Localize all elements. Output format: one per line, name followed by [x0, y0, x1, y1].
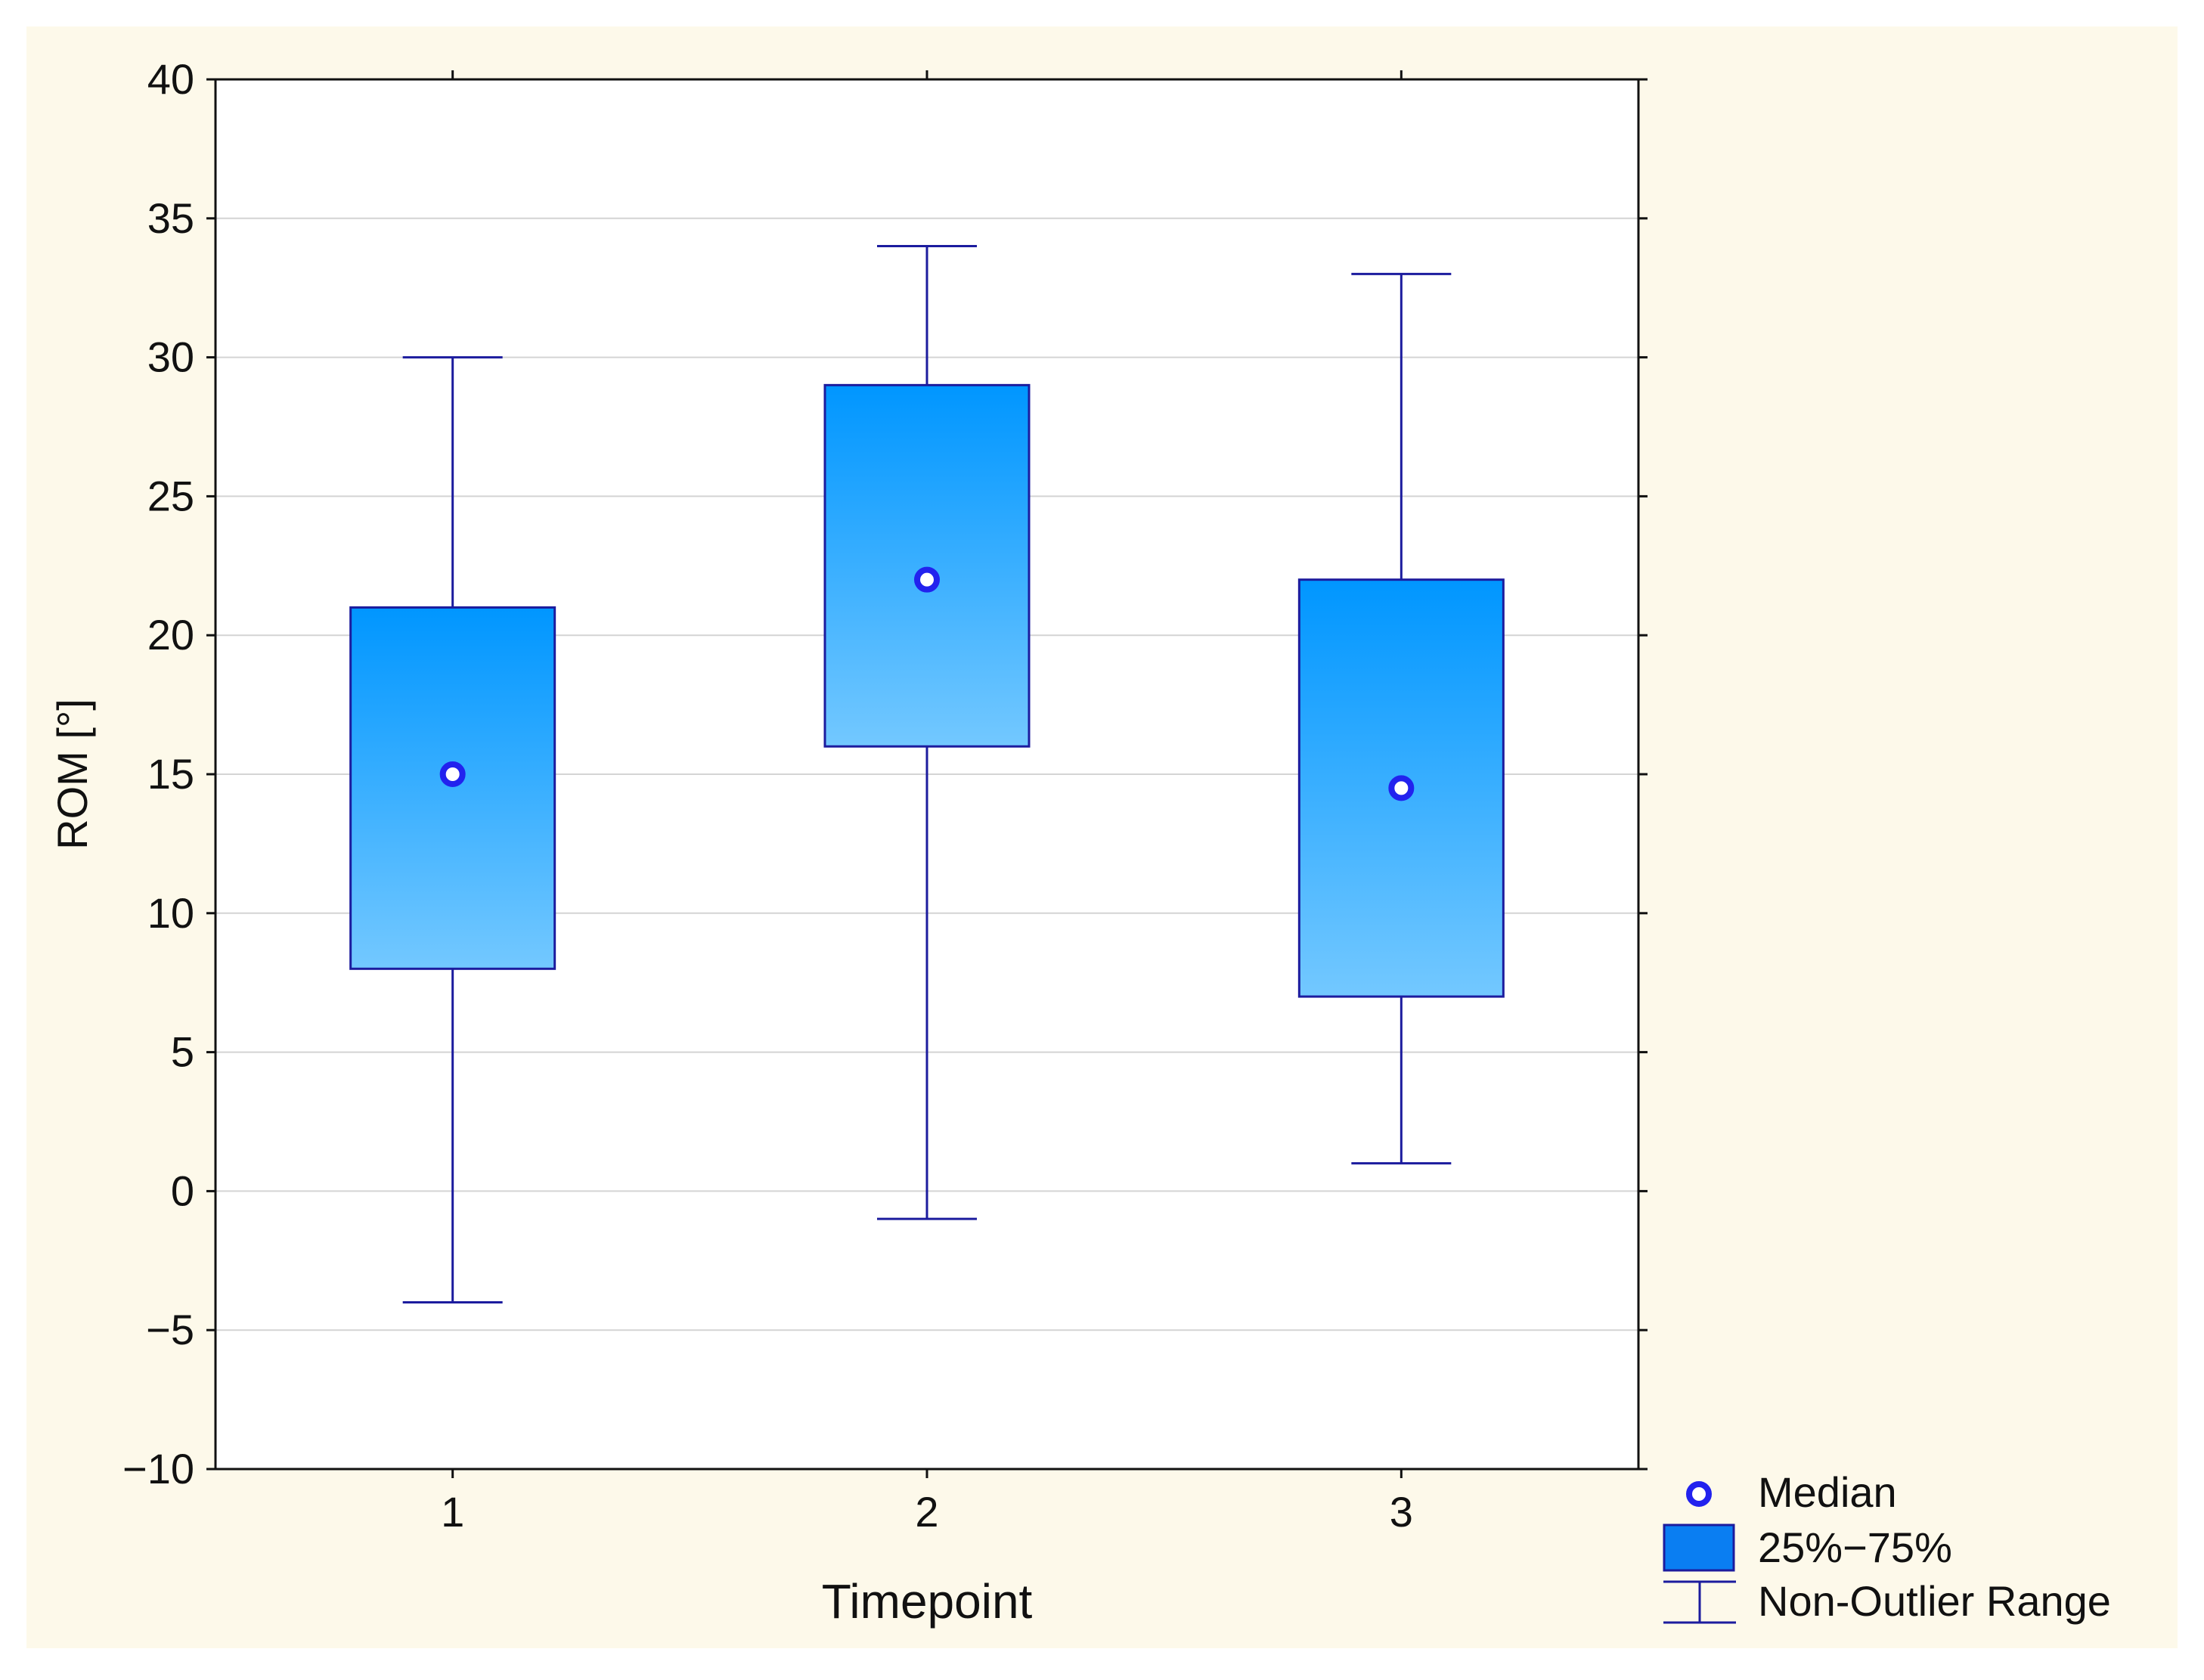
boxes [349, 245, 1505, 1303]
legend-box-label: 25%−75% [1758, 1523, 1952, 1571]
legend-median-label: Median [1758, 1468, 1897, 1516]
y-tick-label: 30 [147, 333, 194, 381]
box-group-3 [1297, 272, 1505, 1165]
y-tick-label: 35 [147, 194, 194, 242]
y-tick-label: 10 [147, 889, 194, 937]
y-axis-label: ROM [°] [48, 699, 96, 850]
y-tick-label: −10 [122, 1445, 194, 1492]
y-tick-label: 15 [147, 750, 194, 798]
y-tick-label: 20 [147, 611, 194, 659]
x-tick-label: 1 [441, 1488, 464, 1536]
legend-whisker-label: Non-Outlier Range [1758, 1577, 2111, 1625]
median-marker [1388, 775, 1415, 801]
box-group-2 [823, 245, 1031, 1220]
box-group-1 [349, 356, 556, 1303]
x-axis-label: Timepoint [822, 1574, 1033, 1629]
y-tick-label: 25 [147, 472, 194, 519]
median-marker [914, 566, 940, 593]
iqr-box [823, 383, 1031, 748]
x-tick-label: 3 [1390, 1488, 1413, 1536]
legend-box-marker [1663, 1523, 1735, 1572]
y-tick-label: 40 [147, 55, 194, 103]
y-tick-label: 5 [171, 1028, 194, 1076]
legend-whisker-marker [1663, 1580, 1736, 1624]
iqr-box [349, 606, 556, 970]
median-marker [439, 761, 466, 787]
legend-median-marker [1686, 1481, 1712, 1507]
y-tick-label: 0 [171, 1167, 194, 1214]
legend: Median 25%−75% Non-Outlier Range [1663, 1468, 2111, 1625]
axis-ticks: −10 −5 0 5 10 15 20 25 30 35 40 1 2 3 [122, 55, 1648, 1536]
x-tick-label: 2 [915, 1488, 938, 1536]
y-tick-label: −5 [146, 1306, 194, 1353]
